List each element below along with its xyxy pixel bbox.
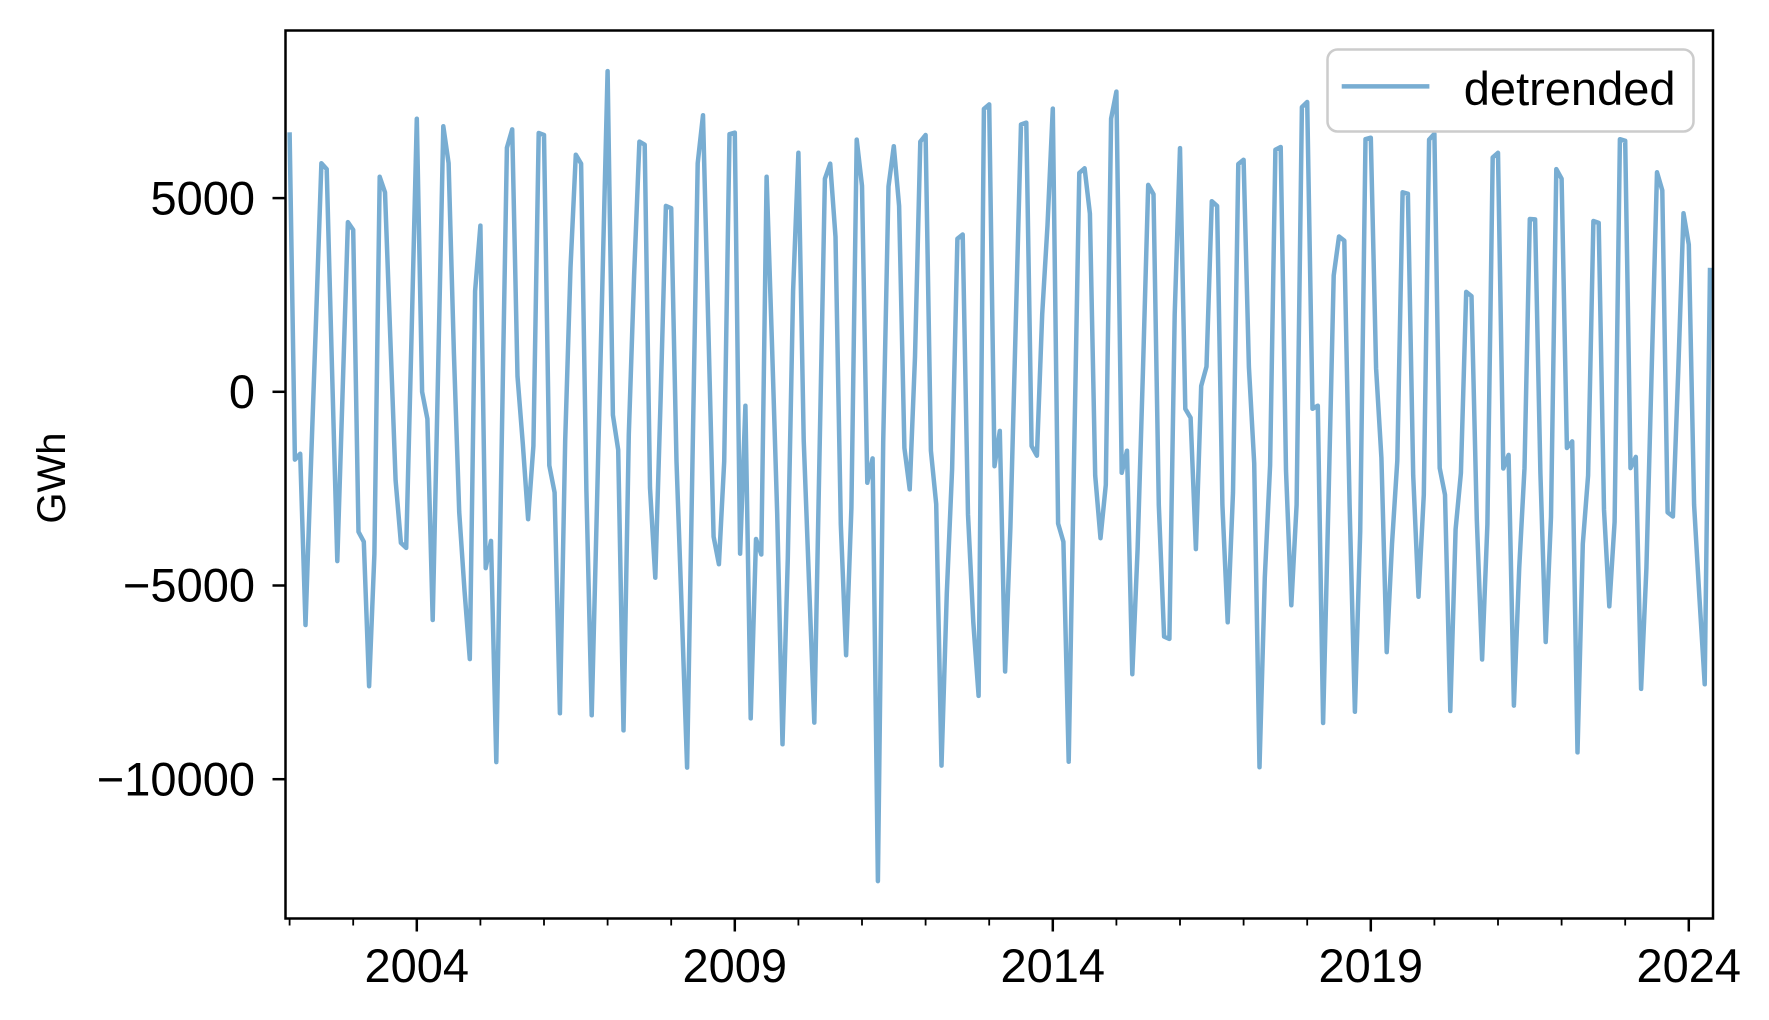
svg-text:2024: 2024 — [1637, 939, 1742, 992]
svg-text:5000: 5000 — [150, 171, 255, 224]
svg-text:2014: 2014 — [1001, 939, 1106, 992]
svg-text:2004: 2004 — [365, 939, 470, 992]
svg-text:detrended: detrended — [1464, 62, 1676, 115]
svg-text:0: 0 — [229, 365, 255, 418]
svg-text:−10000: −10000 — [97, 752, 255, 805]
svg-text:GWh: GWh — [30, 432, 74, 523]
svg-text:−5000: −5000 — [123, 559, 255, 612]
svg-text:2009: 2009 — [683, 939, 788, 992]
svg-text:2019: 2019 — [1319, 939, 1424, 992]
